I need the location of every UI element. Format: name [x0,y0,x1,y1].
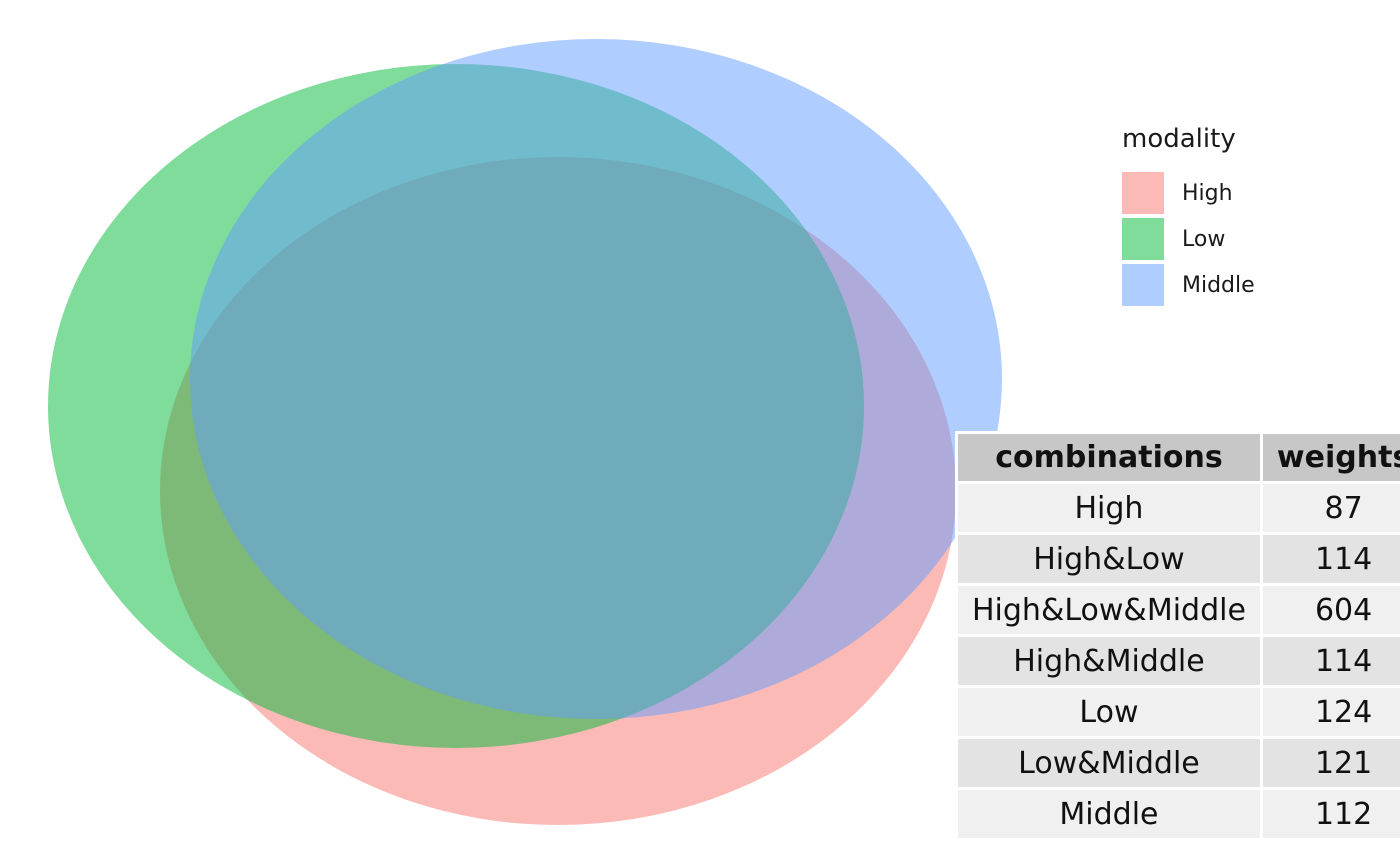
legend-label-middle: Middle [1182,272,1255,298]
table-row: High 87 [955,481,1400,535]
combination-cell: Middle [955,787,1263,841]
legend-item-low: Low [1122,216,1255,262]
column-header-combinations: combinations [955,431,1263,484]
weight-cell: 114 [1259,532,1400,586]
combination-cell: High&Low&Middle [955,583,1263,637]
legend-title: modality [1122,124,1236,154]
legend-item-high: High [1122,170,1255,216]
legend-item-middle: Middle [1122,262,1255,308]
combination-cell: Low [955,685,1263,739]
table-row: High&Low&Middle 604 [955,583,1400,637]
weight-cell: 87 [1259,481,1400,535]
combination-cell: Low&Middle [955,736,1263,790]
legend-key-middle [1122,264,1164,306]
weight-cell: 114 [1259,634,1400,688]
table-row: Low 124 [955,685,1400,739]
legend-key-low [1122,218,1164,260]
legend: modality High Low Middle [1122,122,1255,308]
legend-label-low: Low [1182,226,1226,252]
combination-cell: High [955,481,1263,535]
table-row: Low&Middle 121 [955,736,1400,790]
combination-cell: High&Low [955,532,1263,586]
weight-cell: 604 [1259,583,1400,637]
weight-cell: 124 [1259,685,1400,739]
combinations-table: combinations weights High 87 High&Low 11… [955,431,1400,841]
legend-label-high: High [1182,180,1233,206]
table-header-row: combinations weights [955,431,1400,484]
weight-cell: 112 [1259,787,1400,841]
table-row: High&Middle 114 [955,634,1400,688]
table-row: Middle 112 [955,787,1400,841]
combination-cell: High&Middle [955,634,1263,688]
table-row: High&Low 114 [955,532,1400,586]
legend-key-high [1122,172,1164,214]
weight-cell: 121 [1259,736,1400,790]
venn-set-middle [190,39,1002,719]
column-header-weights: weights [1259,431,1400,484]
